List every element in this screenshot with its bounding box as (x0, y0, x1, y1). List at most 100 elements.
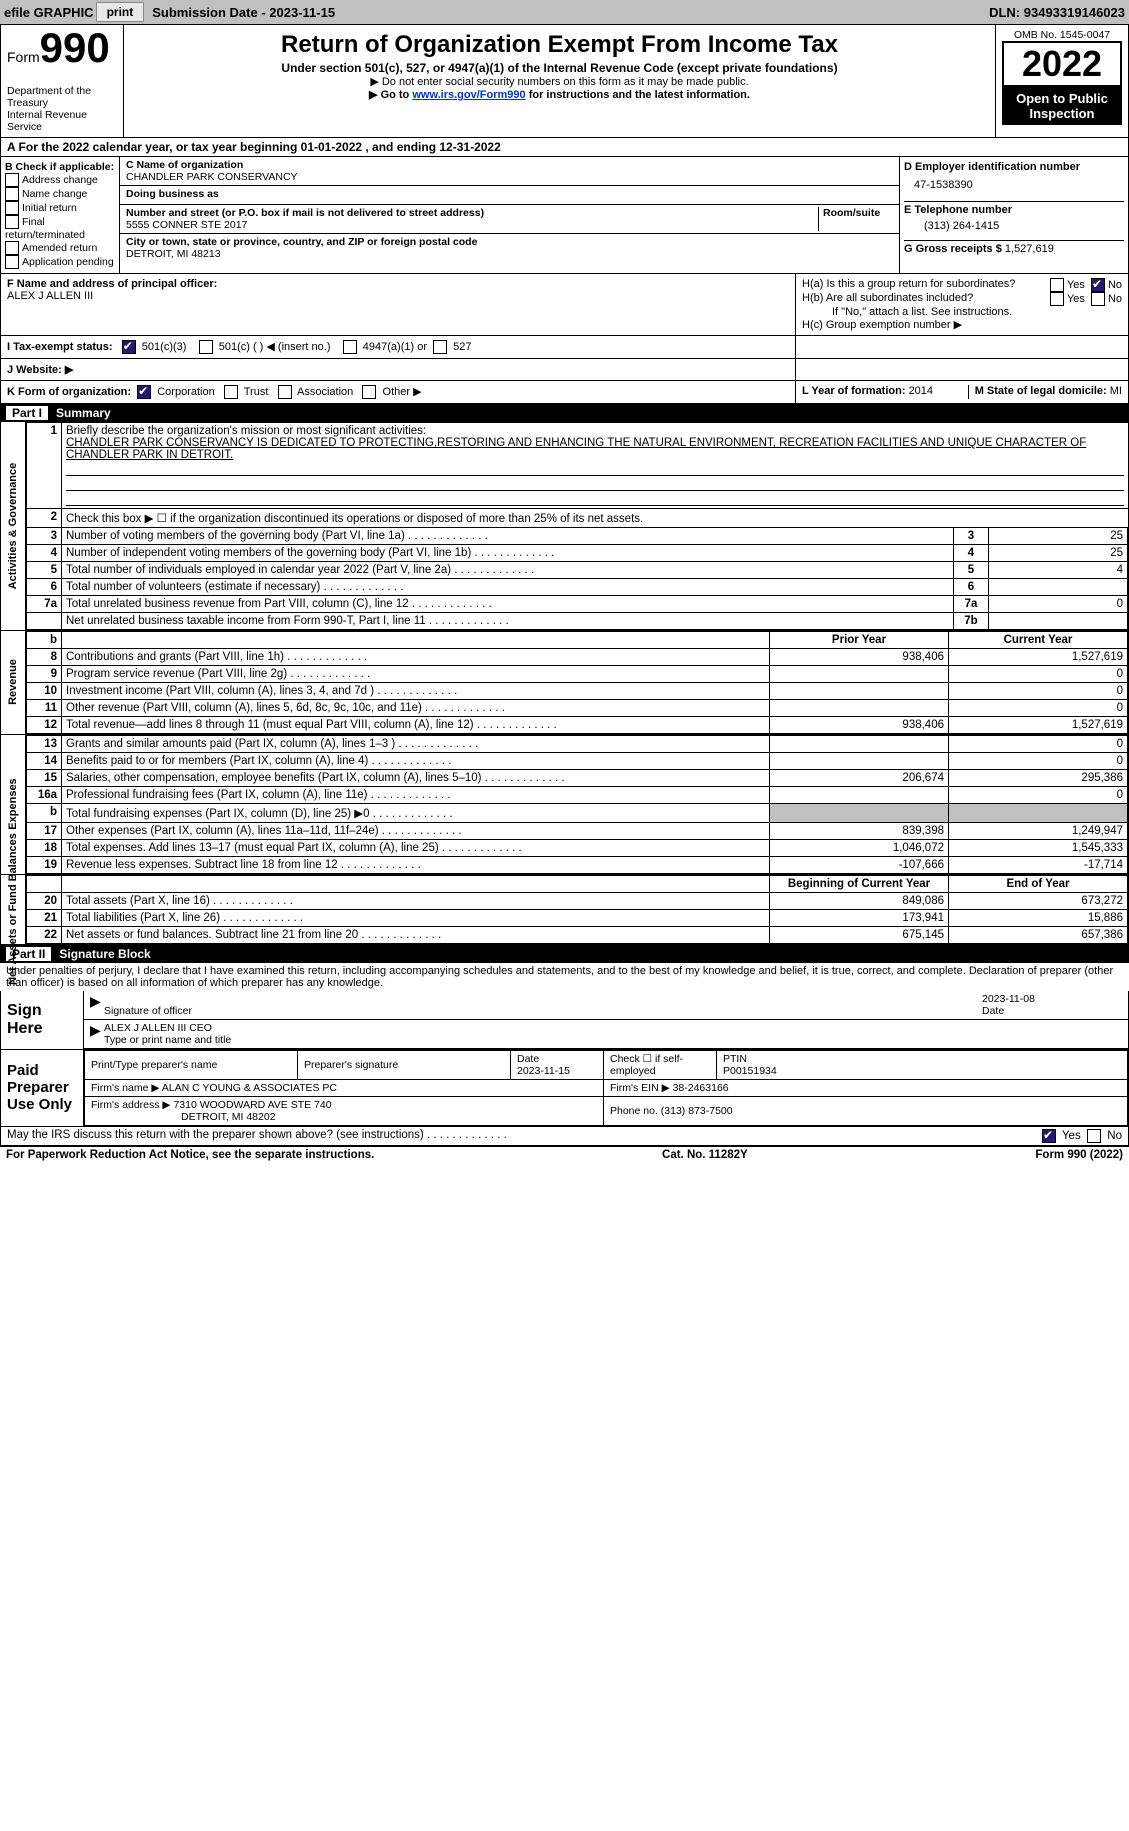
chk-final-return[interactable]: Final return/terminated (5, 215, 115, 241)
table-row: 9Program service revenue (Part VIII, lin… (27, 665, 1128, 682)
firm-name: ALAN C YOUNG & ASSOCIATES PC (162, 1082, 337, 1094)
chk-name-change[interactable]: Name change (5, 187, 115, 201)
section-b: B Check if applicable: Address change Na… (1, 157, 120, 273)
firm-address1: 7310 WOODWARD AVE STE 740 (173, 1099, 331, 1111)
fiscal-year-line: A For the 2022 calendar year, or tax yea… (0, 138, 1129, 157)
form-title: Return of Organization Exempt From Incom… (130, 31, 989, 59)
vlabel-netassets: Net Assets or Fund Balances (7, 834, 19, 986)
arrow-icon: ▶ (90, 993, 104, 1017)
section-c: C Name of organizationCHANDLER PARK CONS… (120, 157, 900, 273)
sign-here-label: Sign Here (1, 991, 84, 1049)
ein: 47-1538390 (904, 173, 1124, 201)
chk-527[interactable]: 527 (433, 341, 471, 353)
telephone: (313) 264-1415 (904, 216, 1124, 240)
chk-501c3[interactable]: 501(c)(3) (122, 341, 187, 353)
h-a-label: H(a) Is this a group return for subordin… (802, 278, 1050, 292)
table-row: bTotal fundraising expenses (Part IX, co… (27, 803, 1128, 822)
chk-app-pending[interactable]: Application pending (5, 255, 115, 269)
h-a-no[interactable]: No (1091, 278, 1122, 292)
table-row: 8Contributions and grants (Part VIII, li… (27, 648, 1128, 665)
chk-corp[interactable]: Corporation (137, 386, 215, 398)
h-b-no[interactable]: No (1091, 292, 1122, 306)
tax-year: 2022 (1002, 41, 1122, 87)
irs-link[interactable]: www.irs.gov/Form990 (412, 89, 525, 101)
summary-expenses: Expenses 13Grants and similar amounts pa… (0, 735, 1129, 875)
table-row: 3Number of voting members of the governi… (27, 527, 1128, 544)
section-bcd: B Check if applicable: Address change Na… (0, 157, 1129, 274)
open-public: Open to Public Inspection (1002, 87, 1122, 125)
mission-text: CHANDLER PARK CONSERVANCY IS DEDICATED T… (66, 437, 1086, 461)
year-formation: 2014 (909, 385, 933, 397)
hdr-begin-year: Beginning of Current Year (770, 875, 949, 892)
discuss-row: May the IRS discuss this return with the… (0, 1127, 1129, 1146)
h-c-label: H(c) Group exemption number ▶ (802, 318, 1122, 331)
officer-name-title: ALEX J ALLEN III CEO (104, 1022, 212, 1034)
catalog-number: Cat. No. 11282Y (662, 1149, 748, 1161)
summary-revenue: Revenue b Prior Year Current Year 8Contr… (0, 631, 1129, 735)
table-row: 19Revenue less expenses. Subtract line 1… (27, 856, 1128, 873)
chk-amended[interactable]: Amended return (5, 241, 115, 255)
h-a-yes[interactable]: Yes (1050, 278, 1085, 292)
form-word: Form (7, 49, 40, 65)
section-klm: K Form of organization: Corporation Trus… (0, 381, 1129, 404)
form-ref: Form 990 (2022) (1035, 1149, 1123, 1161)
city-state-zip: DETROIT, MI 48213 (126, 248, 221, 260)
form-subtitle: Under section 501(c), 527, or 4947(a)(1)… (130, 61, 989, 75)
state-domicile: MI (1110, 385, 1122, 397)
form-header: Form990 Department of the Treasury Inter… (0, 24, 1129, 138)
chk-assoc[interactable]: Association (278, 386, 354, 398)
note-goto: Go to www.irs.gov/Form990 for instructio… (130, 88, 989, 101)
chk-self-employed[interactable]: Check ☐ if self-employed (610, 1053, 683, 1077)
chk-initial-return[interactable]: Initial return (5, 201, 115, 215)
ptin: P00151934 (723, 1065, 777, 1077)
submission-date: Submission Date - 2023-11-15 (152, 5, 335, 20)
page-footer: For Paperwork Reduction Act Notice, see … (0, 1146, 1129, 1163)
note-ssn: Do not enter social security numbers on … (130, 75, 989, 88)
section-i: I Tax-exempt status: 501(c)(3) 501(c) ( … (0, 336, 1129, 359)
chk-501c[interactable]: 501(c) ( ) ◀ (insert no.) (199, 341, 331, 353)
signature-block: Sign Here ▶ Signature of officer 2023-11… (0, 991, 1129, 1127)
omb-number: OMB No. 1545-0047 (1002, 29, 1122, 41)
efile-label: efile GRAPHIC (4, 5, 94, 20)
principal-officer: ALEX J ALLEN III (7, 290, 93, 302)
table-row: 6Total number of volunteers (estimate if… (27, 578, 1128, 595)
form-number: 990 (40, 24, 110, 71)
top-toolbar: efile GRAPHIC print Submission Date - 20… (0, 0, 1129, 24)
vlabel-ag: Activities & Governance (7, 463, 19, 590)
table-row: 14Benefits paid to or for members (Part … (27, 752, 1128, 769)
chk-address-change[interactable]: Address change (5, 173, 115, 187)
arrow-icon: ▶ (90, 1022, 104, 1046)
table-row: 17Other expenses (Part IX, column (A), l… (27, 822, 1128, 839)
hdr-current-year: Current Year (949, 631, 1128, 648)
table-row: 11Other revenue (Part VIII, column (A), … (27, 699, 1128, 716)
dln: DLN: 93493319146023 (989, 5, 1125, 20)
table-row: 12Total revenue—add lines 8 through 11 (… (27, 716, 1128, 733)
print-button[interactable]: print (96, 2, 145, 22)
sig-declaration: Under penalties of perjury, I declare th… (0, 963, 1129, 991)
section-fh: F Name and address of principal officer:… (0, 274, 1129, 336)
vlabel-revenue: Revenue (7, 660, 19, 706)
chk-other[interactable]: Other ▶ (362, 386, 421, 398)
pra-notice: For Paperwork Reduction Act Notice, see … (6, 1149, 374, 1161)
line2-text: Check this box ▶ ☐ if the organization d… (62, 508, 1128, 527)
table-row: 10Investment income (Part VIII, column (… (27, 682, 1128, 699)
table-row: 22Net assets or fund balances. Subtract … (27, 926, 1128, 943)
chk-trust[interactable]: Trust (224, 386, 269, 398)
discuss-yes[interactable]: Yes (1042, 1129, 1081, 1143)
section-deg: D Employer identification number 47-1538… (900, 157, 1128, 273)
table-row: 13Grants and similar amounts paid (Part … (27, 735, 1128, 752)
summary-ag: Activities & Governance 1 Briefly descri… (0, 422, 1129, 631)
firm-ein: 38-2463166 (673, 1082, 729, 1094)
chk-4947[interactable]: 4947(a)(1) or (343, 341, 427, 353)
vlabel-expenses: Expenses (7, 779, 19, 830)
summary-netassets: Net Assets or Fund Balances Beginning of… (0, 875, 1129, 945)
table-row: 16aProfessional fundraising fees (Part I… (27, 786, 1128, 803)
org-name: CHANDLER PARK CONSERVANCY (126, 171, 298, 183)
sig-date: 2023-11-08 (982, 993, 1035, 1005)
discuss-no[interactable]: No (1087, 1129, 1122, 1143)
table-row: 18Total expenses. Add lines 13–17 (must … (27, 839, 1128, 856)
firm-address2: DETROIT, MI 48202 (91, 1111, 276, 1123)
section-j: J Website: ▶ (0, 359, 1129, 381)
h-b-yes[interactable]: Yes (1050, 292, 1085, 306)
hdr-prior-year: Prior Year (770, 631, 949, 648)
